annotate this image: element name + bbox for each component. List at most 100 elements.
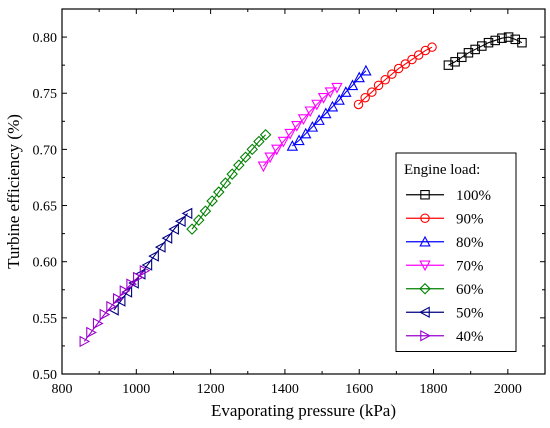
data-point bbox=[126, 278, 138, 290]
data-point bbox=[286, 140, 299, 151]
data-point bbox=[413, 50, 424, 60]
data-point bbox=[148, 250, 159, 262]
data-point bbox=[106, 300, 118, 313]
series-2 bbox=[286, 64, 372, 151]
data-point bbox=[463, 48, 474, 58]
x-tick-label: 1000 bbox=[122, 382, 150, 397]
data-point bbox=[271, 144, 283, 156]
data-point bbox=[367, 87, 377, 97]
x-tick-label: 1600 bbox=[345, 382, 373, 397]
data-point bbox=[239, 151, 252, 164]
x-tick-label: 1400 bbox=[271, 382, 299, 397]
y-tick-label: 0.65 bbox=[33, 200, 58, 215]
data-point bbox=[443, 60, 454, 70]
data-point bbox=[297, 114, 310, 126]
series-0 bbox=[443, 32, 527, 70]
series-line bbox=[191, 134, 266, 230]
legend-item-1: 90% bbox=[406, 211, 484, 227]
x-tick-label: 2000 bbox=[494, 382, 522, 397]
legend-label: 40% bbox=[456, 329, 484, 345]
data-point bbox=[154, 241, 166, 253]
y-tick-label: 0.50 bbox=[33, 368, 58, 383]
data-point bbox=[219, 177, 232, 189]
data-point bbox=[304, 106, 316, 118]
data-point bbox=[313, 114, 325, 125]
data-point bbox=[284, 128, 296, 140]
y-tick-label: 0.75 bbox=[33, 87, 58, 102]
y-axis-label: Turbine efficiency (%) bbox=[4, 114, 23, 269]
legend-item-5: 50% bbox=[406, 305, 484, 321]
legend-label: 50% bbox=[456, 305, 484, 321]
data-point bbox=[333, 94, 345, 105]
y-tick-label: 0.60 bbox=[33, 256, 58, 271]
data-point bbox=[86, 326, 97, 339]
data-point bbox=[291, 121, 303, 132]
data-point bbox=[92, 317, 104, 330]
x-tick-label: 1800 bbox=[420, 382, 448, 397]
legend-swatch-marker bbox=[420, 330, 431, 342]
plot-frame bbox=[61, 8, 546, 375]
legend-swatch-marker bbox=[420, 190, 430, 200]
legend-item-2: 80% bbox=[406, 235, 484, 251]
legend-item-3: 70% bbox=[406, 258, 484, 274]
series-3 bbox=[257, 82, 343, 173]
data-point bbox=[483, 37, 494, 48]
data-point bbox=[192, 214, 205, 226]
data-point bbox=[477, 41, 487, 51]
data-point bbox=[510, 34, 521, 45]
data-point bbox=[186, 223, 198, 235]
data-point bbox=[174, 215, 186, 227]
x-axis-label: Evaporating pressure (kPa) bbox=[211, 401, 396, 420]
data-point bbox=[340, 86, 352, 97]
data-point bbox=[226, 168, 238, 180]
legend: Engine load: 100% 90% 80% 70% 60% 50% 40% bbox=[395, 152, 517, 352]
legend-swatch-marker bbox=[419, 282, 431, 295]
data-point bbox=[353, 71, 365, 83]
series-1 bbox=[353, 42, 437, 110]
data-point bbox=[373, 80, 384, 91]
data-point bbox=[400, 59, 411, 69]
legend-item-6: 40% bbox=[406, 329, 484, 345]
legend-label: 80% bbox=[456, 235, 484, 251]
data-point bbox=[259, 129, 272, 141]
data-point bbox=[503, 32, 514, 42]
data-point bbox=[326, 100, 339, 112]
x-tick-label: 1200 bbox=[197, 382, 225, 397]
data-point bbox=[380, 75, 390, 85]
legend-label: 70% bbox=[456, 258, 484, 274]
legend-box bbox=[395, 152, 517, 352]
data-point bbox=[320, 107, 332, 119]
series-line bbox=[448, 36, 523, 66]
data-point bbox=[300, 127, 312, 139]
data-point bbox=[257, 161, 270, 173]
data-point bbox=[293, 134, 305, 146]
data-point bbox=[360, 64, 372, 76]
series-line bbox=[292, 70, 367, 147]
data-point bbox=[277, 136, 290, 148]
legend-title: Engine load: bbox=[404, 162, 480, 178]
data-point bbox=[168, 223, 179, 235]
data-point bbox=[133, 271, 144, 284]
data-point bbox=[331, 82, 343, 94]
data-point bbox=[181, 207, 193, 220]
data-point bbox=[264, 152, 276, 164]
data-point bbox=[353, 99, 364, 110]
series-4 bbox=[186, 129, 272, 235]
data-point bbox=[206, 195, 218, 207]
data-point bbox=[393, 63, 404, 74]
data-point bbox=[119, 285, 131, 297]
data-point bbox=[233, 159, 245, 171]
data-point bbox=[246, 143, 259, 156]
legend-item-0: 100% bbox=[406, 188, 491, 204]
data-point bbox=[317, 92, 330, 104]
data-point bbox=[387, 69, 397, 79]
legend-label: 100% bbox=[456, 188, 491, 204]
data-point bbox=[470, 44, 480, 55]
x-tick-label: 800 bbox=[52, 382, 73, 397]
series-line bbox=[262, 87, 338, 167]
series-layer bbox=[79, 32, 527, 348]
axes-layer: 800 1000 1200 1400 1600 1800 2000 0.50 0.55 0.60 0… bbox=[4, 8, 546, 420]
data-point bbox=[114, 295, 126, 307]
data-point bbox=[324, 87, 336, 99]
